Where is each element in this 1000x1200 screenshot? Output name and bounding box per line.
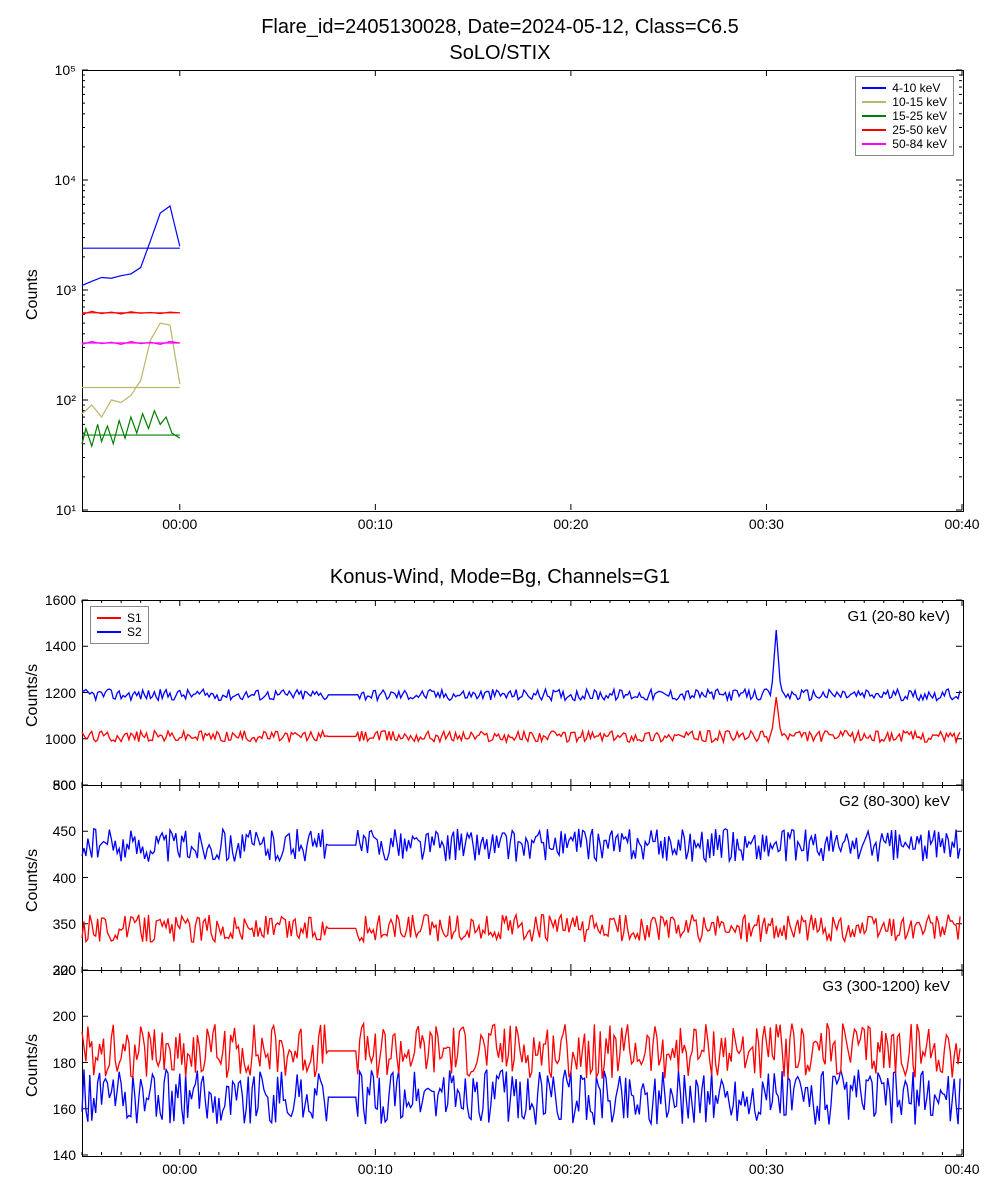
- bottom-ytick: 220: [34, 962, 76, 978]
- bottom-xtick: 00:20: [553, 1161, 588, 1177]
- bottom-ylabel-2: Counts/s: [24, 1033, 42, 1096]
- legend-item: S2: [97, 625, 142, 639]
- bottom-svg-2: [0, 0, 1000, 1200]
- figure: Flare_id=2405130028, Date=2024-05-12, Cl…: [0, 0, 1000, 1200]
- bottom-xtick: 00:00: [162, 1161, 197, 1177]
- bottom-xtick: 00:10: [358, 1161, 393, 1177]
- bottom-xtick: 00:30: [749, 1161, 784, 1177]
- bottom-ytick: 160: [34, 1101, 76, 1117]
- bottom-xtick: 00:40: [944, 1161, 979, 1177]
- bottom-legend: S1S2: [90, 606, 149, 644]
- bottom-ytick: 140: [34, 1147, 76, 1163]
- bottom-ytick: 200: [34, 1008, 76, 1024]
- panel-label-2: G3 (300-1200) keV: [822, 978, 950, 995]
- legend-item: S1: [97, 611, 142, 625]
